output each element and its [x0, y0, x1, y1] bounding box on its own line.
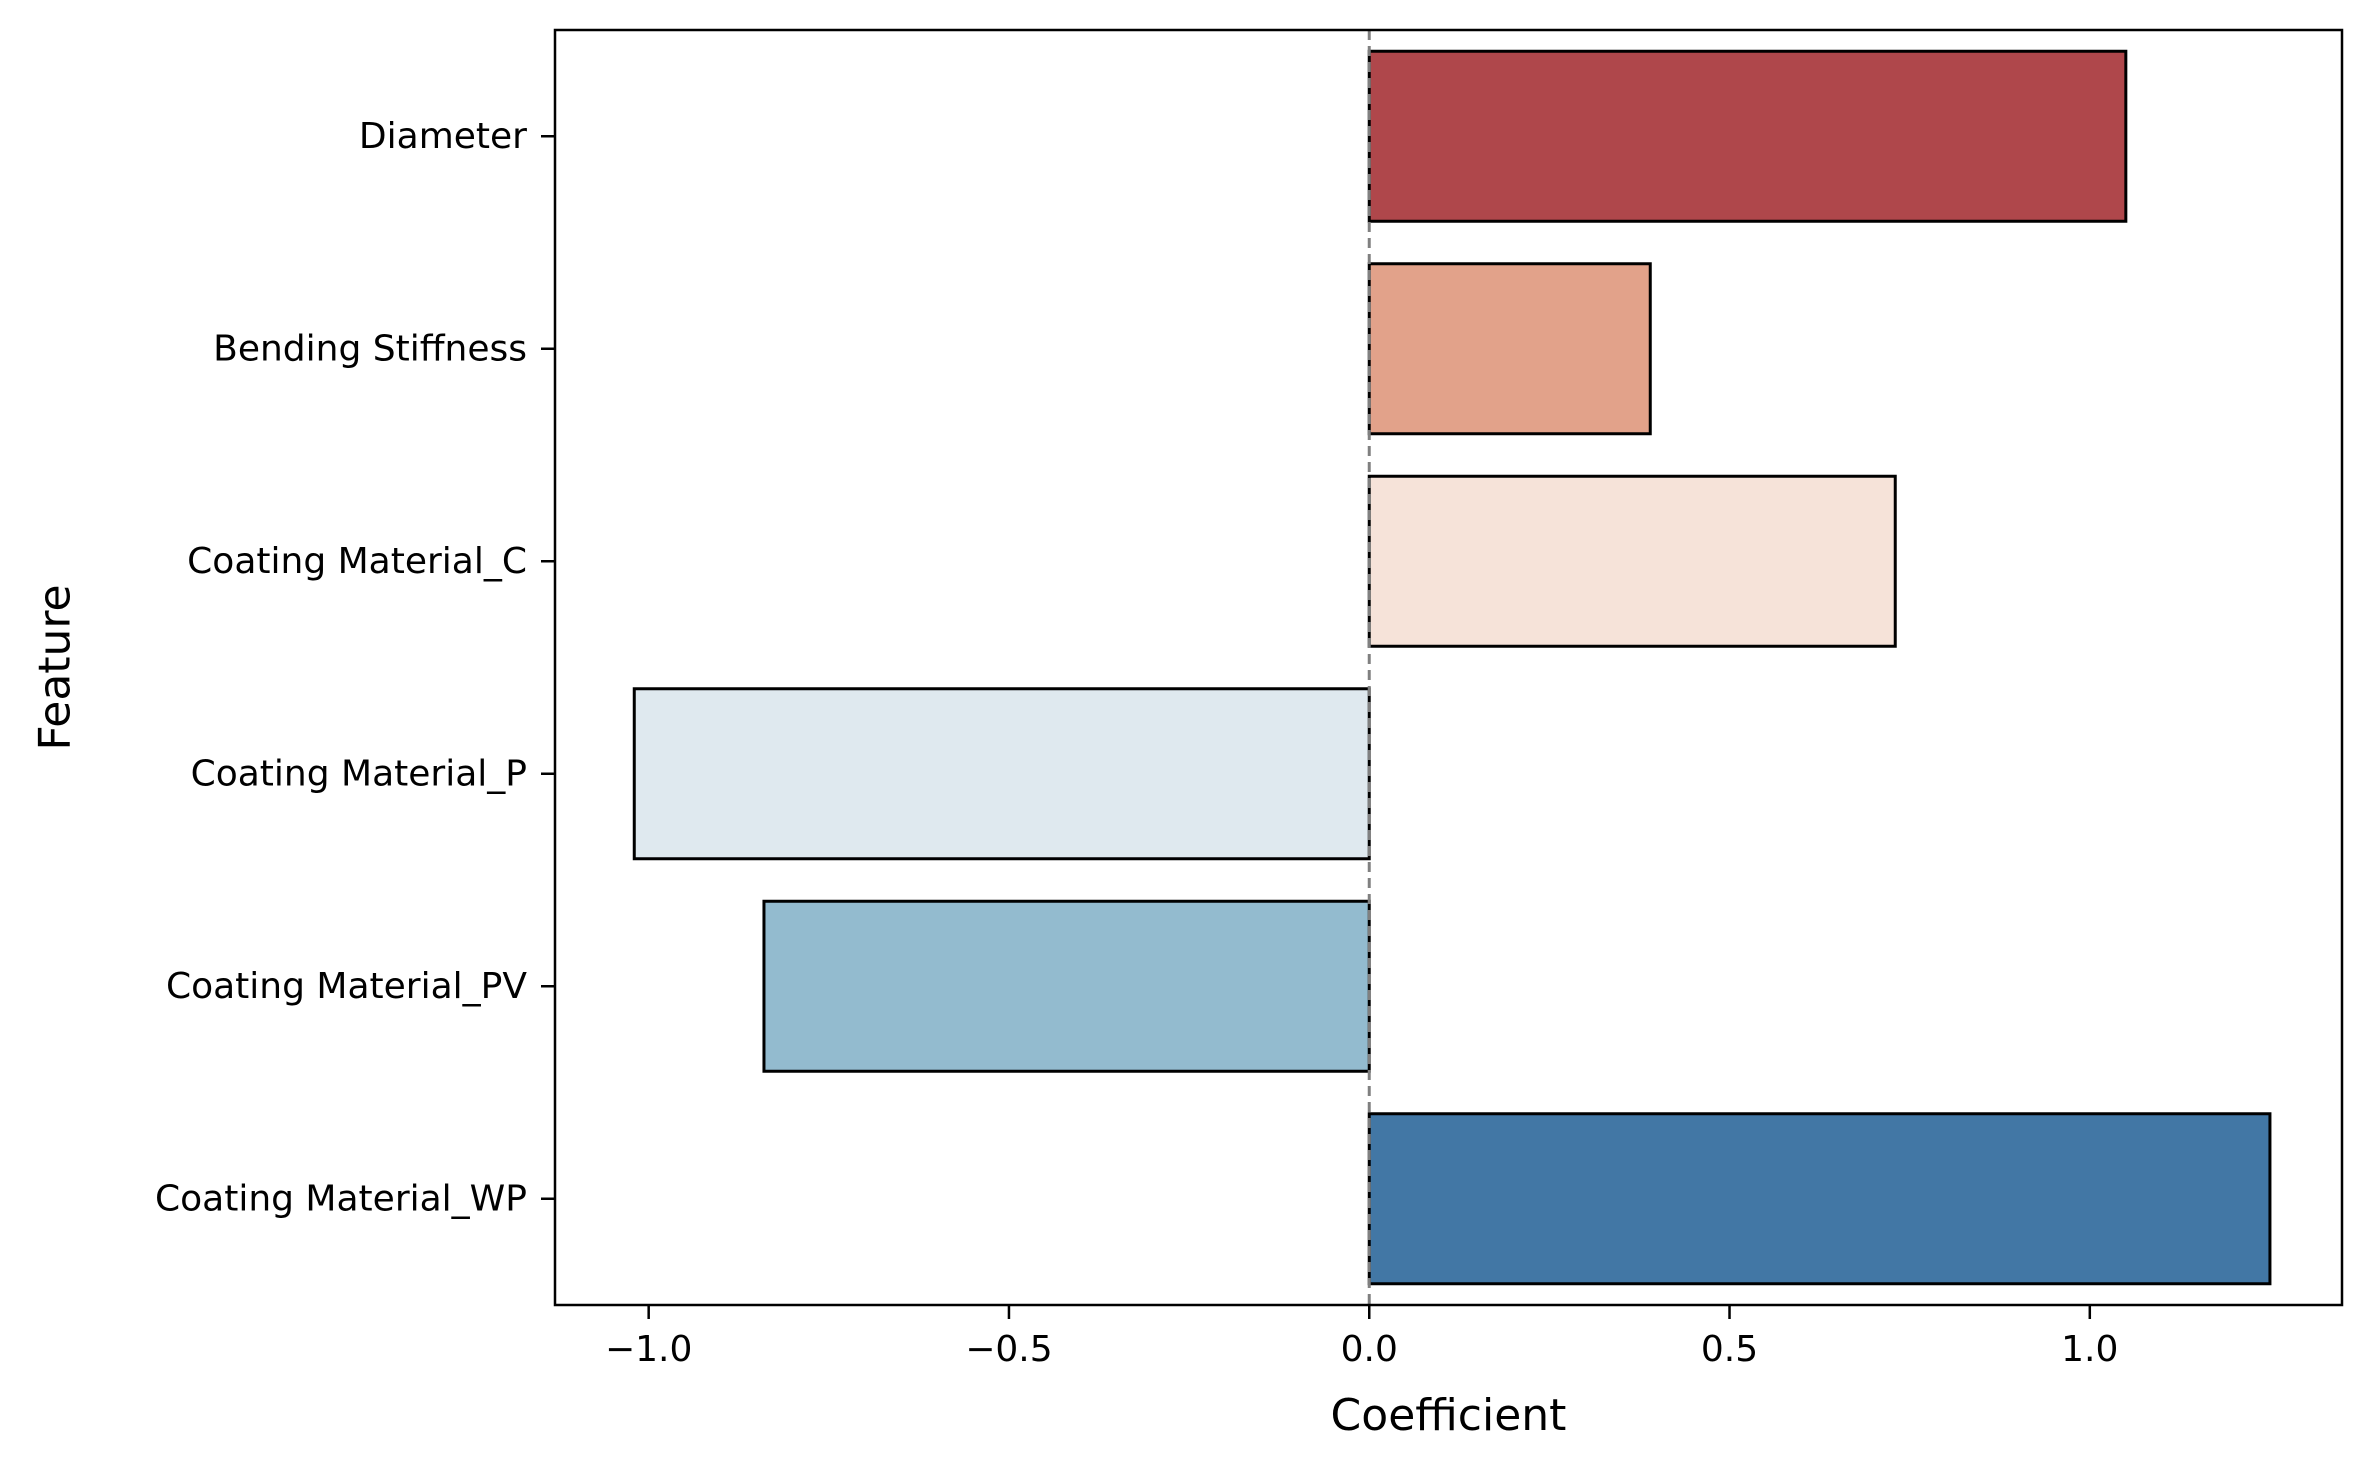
x-axis-label: Coefficient — [1331, 1390, 1567, 1441]
y-tick-label-4: Coating Material_PV — [166, 966, 527, 1007]
x-tick-label-0: −1.0 — [605, 1329, 692, 1370]
bar-1 — [1367, 262, 1652, 436]
bars-layer — [632, 49, 2272, 1286]
x-tick-label-2: 0.0 — [1341, 1329, 1398, 1370]
y-axis: Diameter Bending Stiffness Coating Materia… — [155, 116, 555, 1219]
y-tick-label-3: Coating Material_P — [191, 753, 527, 794]
bar-0 — [1367, 49, 2128, 223]
bar-2 — [1367, 474, 1897, 648]
x-tick-label-1: −0.5 — [965, 1329, 1052, 1370]
x-tick-label-3: 0.5 — [1701, 1329, 1758, 1370]
y-tick-label-5: Coating Material_WP — [155, 1178, 527, 1219]
bar-3 — [632, 687, 1371, 861]
bar-5 — [1367, 1112, 2272, 1286]
y-axis-label: Feature — [30, 584, 81, 750]
bar-4 — [762, 899, 1371, 1073]
y-tick-label-2: Coating Material_C — [187, 541, 527, 582]
x-tick-label-4: 1.0 — [2061, 1329, 2118, 1370]
y-tick-label-1: Bending Stiffness — [213, 328, 527, 369]
x-axis: −1.0 −0.5 0.0 0.5 1.0 — [605, 1305, 2118, 1370]
plot-frame — [553, 28, 2344, 1307]
y-tick-label-0: Diameter — [359, 116, 527, 157]
